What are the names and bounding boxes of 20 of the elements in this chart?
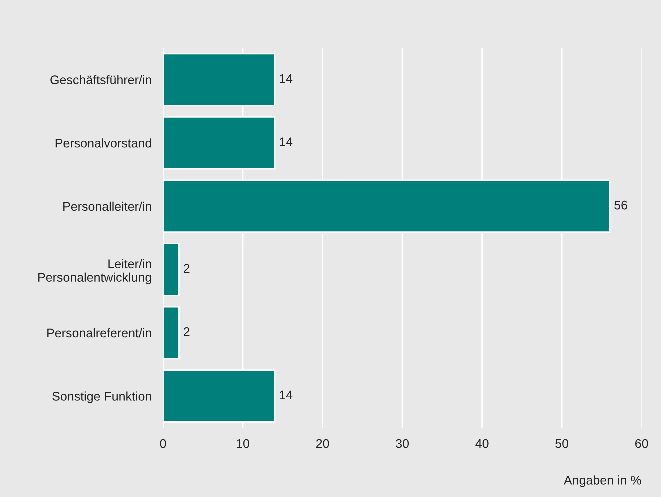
data-label: 2 bbox=[184, 327, 190, 336]
x-tick-label: 30 bbox=[396, 439, 410, 448]
data-label: 14 bbox=[280, 390, 293, 400]
x-tick-label: 60 bbox=[636, 439, 648, 448]
x-tick-label: 0 bbox=[160, 439, 166, 448]
y-tick-label: Geschäftsführer/in bbox=[50, 75, 152, 85]
y-tick-label: Personalleiter/in bbox=[64, 202, 152, 212]
y-tick-label: Sonstige Funktion bbox=[52, 392, 152, 404]
x-axis-title: Angaben in % bbox=[564, 476, 642, 488]
x-tick-label: 10 bbox=[237, 439, 250, 448]
data-label: 56 bbox=[614, 200, 628, 210]
x-tick-label: 50 bbox=[556, 439, 569, 448]
y-tick-label: Personalreferent/in bbox=[48, 328, 152, 338]
data-label: 14 bbox=[280, 138, 293, 146]
data-label: 14 bbox=[280, 74, 293, 84]
x-tick-label: 20 bbox=[316, 439, 330, 448]
y-tick-label: Leiter/in Personalentwicklung bbox=[38, 259, 152, 284]
x-tick-label: 40 bbox=[476, 439, 489, 448]
y-tick-label: Personalvorstand bbox=[56, 138, 152, 148]
data-label: 2 bbox=[184, 264, 190, 273]
